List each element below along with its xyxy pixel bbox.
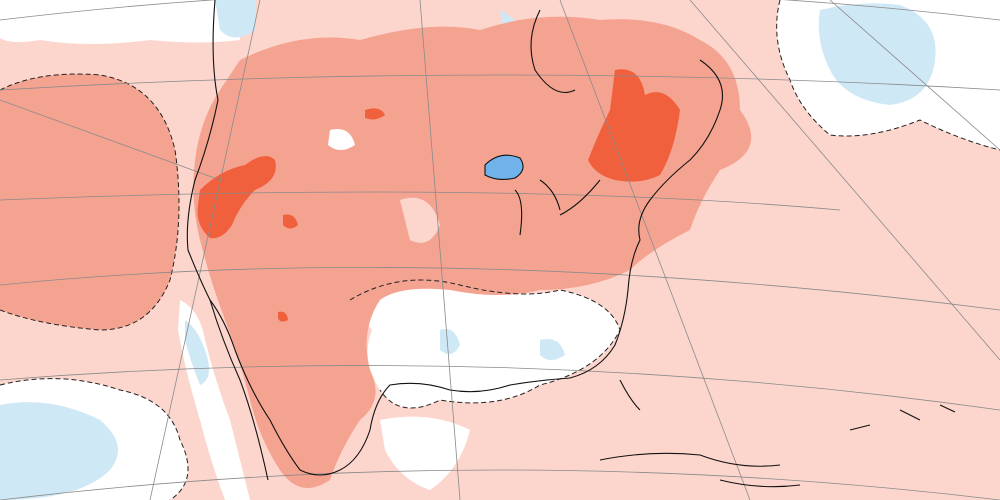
cool-region: [0, 402, 118, 500]
strong-warm-region: [283, 214, 298, 229]
graticule: [419, 0, 461, 500]
cool-region: [540, 339, 565, 360]
cool-region: [440, 329, 460, 354]
graticule: [0, 469, 1000, 500]
graticule: [149, 0, 261, 500]
graticule: [689, 0, 1000, 361]
coastline: [209, 299, 269, 481]
graticule: [0, 267, 1000, 311]
coastline: [186, 0, 724, 476]
coastline: [530, 9, 576, 94]
cool-region: [185, 320, 209, 385]
graticule: [829, 0, 1000, 151]
strong-warm-region: [278, 311, 288, 322]
contour: [0, 73, 180, 331]
strong-cool-region: [485, 155, 524, 180]
graticule: [0, 365, 1000, 411]
graticule: [0, 0, 1000, 21]
neutral-region: [328, 129, 355, 150]
neutral-region: [350, 280, 620, 408]
contour: [0, 378, 189, 500]
strong-warm-region: [365, 108, 385, 120]
coastline: [514, 179, 601, 236]
graticule: [0, 191, 841, 211]
strong-warm-region: [197, 156, 276, 239]
warm-region: [0, 74, 179, 330]
cool-region: [818, 3, 936, 105]
mild-region: [400, 197, 440, 243]
graticule: [559, 0, 751, 500]
coastline: [599, 379, 801, 488]
strong-warm-region: [588, 69, 680, 182]
coastline: [849, 404, 956, 431]
cool-region: [215, 0, 255, 38]
neutral-region: [0, 0, 240, 44]
graticule: [0, 74, 1000, 91]
graticule: [0, 99, 221, 181]
neutral-region: [380, 416, 470, 490]
coastline: [484, 154, 524, 181]
